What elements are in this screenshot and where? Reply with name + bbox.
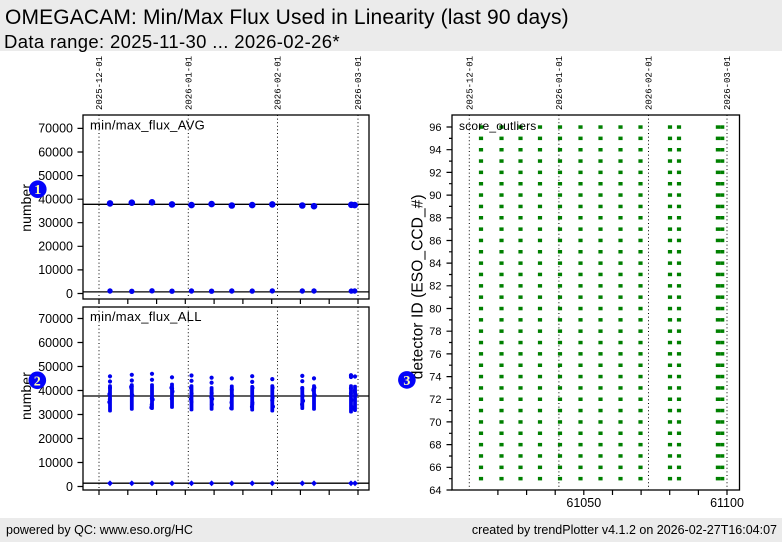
- svg-text:score_outliers: score_outliers: [459, 119, 537, 133]
- svg-text:3: 3: [403, 374, 410, 389]
- svg-text:68: 68: [429, 440, 441, 452]
- svg-text:2026-03-01: 2026-03-01: [723, 56, 733, 110]
- svg-text:number: number: [19, 184, 34, 232]
- svg-text:detector ID (ESO_CCD_#): detector ID (ESO_CCD_#): [410, 194, 427, 379]
- svg-text:66: 66: [429, 462, 441, 474]
- svg-text:0: 0: [66, 287, 73, 301]
- svg-text:40000: 40000: [38, 193, 73, 207]
- svg-text:86: 86: [429, 235, 441, 247]
- svg-text:2: 2: [34, 374, 41, 389]
- svg-text:min/max_flux_AVG: min/max_flux_AVG: [90, 118, 205, 133]
- svg-text:60000: 60000: [38, 145, 73, 159]
- svg-text:94: 94: [429, 145, 441, 157]
- svg-text:2026-02-01: 2026-02-01: [274, 56, 284, 110]
- svg-text:min/max_flux_ALL: min/max_flux_ALL: [90, 309, 202, 324]
- svg-text:2026-02-01: 2026-02-01: [645, 56, 655, 110]
- svg-text:70: 70: [429, 417, 441, 429]
- svg-text:76: 76: [429, 349, 441, 361]
- svg-text:82: 82: [429, 281, 441, 293]
- svg-text:20000: 20000: [38, 240, 73, 254]
- svg-text:80: 80: [429, 303, 441, 315]
- svg-text:74: 74: [429, 372, 441, 384]
- svg-text:96: 96: [429, 122, 441, 134]
- svg-text:61050: 61050: [566, 496, 601, 510]
- svg-text:92: 92: [429, 167, 441, 179]
- svg-text:30000: 30000: [38, 408, 73, 422]
- svg-text:20000: 20000: [38, 432, 73, 446]
- svg-text:50000: 50000: [38, 360, 73, 374]
- svg-text:90: 90: [429, 190, 441, 202]
- svg-text:0: 0: [66, 480, 73, 494]
- svg-text:64: 64: [429, 485, 441, 497]
- svg-text:72: 72: [429, 394, 441, 406]
- svg-text:88: 88: [429, 213, 441, 225]
- svg-text:2026-01-01: 2026-01-01: [555, 56, 565, 110]
- svg-text:70000: 70000: [38, 312, 73, 326]
- svg-text:2025-12-01: 2025-12-01: [95, 56, 105, 110]
- svg-text:2025-12-01: 2025-12-01: [465, 56, 475, 110]
- svg-text:10000: 10000: [38, 263, 73, 277]
- svg-text:50000: 50000: [38, 169, 73, 183]
- svg-text:61100: 61100: [710, 496, 744, 510]
- svg-text:84: 84: [429, 258, 441, 270]
- svg-text:2026-01-01: 2026-01-01: [184, 56, 194, 110]
- svg-text:40000: 40000: [38, 384, 73, 398]
- svg-text:60000: 60000: [38, 336, 73, 350]
- svg-text:70000: 70000: [38, 122, 73, 136]
- svg-text:2026-03-01: 2026-03-01: [354, 56, 364, 110]
- svg-text:1: 1: [34, 183, 41, 198]
- svg-text:30000: 30000: [38, 216, 73, 230]
- svg-text:78: 78: [429, 326, 441, 338]
- svg-text:10000: 10000: [38, 456, 73, 470]
